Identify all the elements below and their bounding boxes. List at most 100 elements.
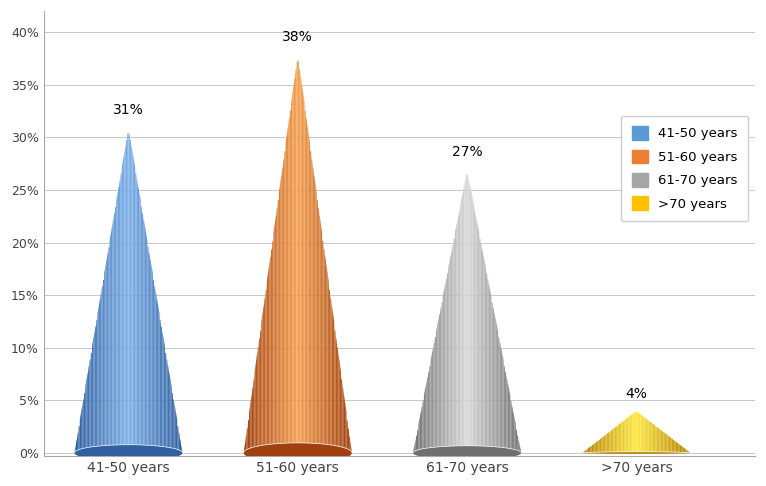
Polygon shape	[175, 406, 176, 453]
Polygon shape	[413, 446, 521, 460]
Polygon shape	[303, 94, 305, 453]
Polygon shape	[654, 425, 656, 453]
Polygon shape	[250, 396, 252, 453]
Polygon shape	[76, 439, 77, 453]
Polygon shape	[130, 140, 131, 453]
Polygon shape	[673, 440, 674, 453]
Polygon shape	[152, 266, 153, 453]
Polygon shape	[451, 250, 452, 453]
Polygon shape	[662, 432, 663, 453]
Polygon shape	[349, 436, 351, 453]
Polygon shape	[460, 198, 462, 453]
Polygon shape	[463, 186, 464, 453]
Polygon shape	[159, 320, 161, 453]
Polygon shape	[674, 441, 676, 453]
Polygon shape	[296, 61, 298, 453]
Polygon shape	[635, 412, 637, 453]
Polygon shape	[496, 320, 497, 453]
Polygon shape	[582, 452, 691, 454]
Polygon shape	[497, 325, 498, 453]
Polygon shape	[510, 401, 512, 453]
Polygon shape	[306, 119, 307, 453]
Polygon shape	[120, 174, 122, 453]
Polygon shape	[334, 330, 336, 453]
Polygon shape	[95, 327, 96, 453]
Polygon shape	[96, 320, 97, 453]
Polygon shape	[316, 184, 317, 453]
Polygon shape	[651, 423, 653, 453]
Polygon shape	[596, 442, 597, 453]
Polygon shape	[632, 414, 633, 453]
Polygon shape	[346, 420, 348, 453]
Polygon shape	[293, 78, 295, 453]
Polygon shape	[466, 174, 467, 453]
Polygon shape	[425, 383, 427, 453]
Polygon shape	[244, 445, 245, 453]
Polygon shape	[482, 250, 483, 453]
Polygon shape	[272, 241, 273, 453]
Polygon shape	[584, 451, 585, 453]
Polygon shape	[155, 293, 157, 453]
Polygon shape	[133, 154, 134, 453]
Polygon shape	[351, 445, 352, 453]
Polygon shape	[646, 418, 647, 453]
Polygon shape	[594, 443, 596, 453]
Polygon shape	[83, 393, 85, 453]
Polygon shape	[171, 380, 172, 453]
Polygon shape	[100, 293, 101, 453]
Polygon shape	[475, 215, 476, 453]
Polygon shape	[329, 290, 330, 453]
Polygon shape	[176, 413, 177, 453]
Polygon shape	[421, 406, 422, 453]
Polygon shape	[490, 291, 492, 453]
Polygon shape	[74, 446, 76, 453]
Polygon shape	[282, 167, 283, 453]
Polygon shape	[157, 300, 159, 453]
Polygon shape	[108, 246, 110, 453]
Polygon shape	[683, 447, 684, 453]
Polygon shape	[138, 187, 139, 453]
Polygon shape	[660, 429, 661, 453]
Polygon shape	[298, 61, 300, 453]
Polygon shape	[593, 443, 594, 453]
Polygon shape	[686, 451, 688, 453]
Polygon shape	[609, 432, 611, 453]
Polygon shape	[669, 436, 670, 453]
Polygon shape	[439, 314, 440, 453]
Polygon shape	[670, 437, 672, 453]
Polygon shape	[448, 261, 450, 453]
Polygon shape	[268, 265, 270, 453]
Polygon shape	[116, 193, 118, 453]
Polygon shape	[88, 366, 89, 453]
Polygon shape	[417, 430, 418, 453]
Polygon shape	[476, 221, 478, 453]
Polygon shape	[639, 414, 640, 453]
Polygon shape	[489, 285, 490, 453]
Polygon shape	[252, 388, 253, 453]
Polygon shape	[342, 388, 344, 453]
Polygon shape	[81, 406, 83, 453]
Polygon shape	[90, 353, 92, 453]
Polygon shape	[676, 442, 677, 453]
Polygon shape	[249, 404, 250, 453]
Polygon shape	[621, 422, 623, 453]
Polygon shape	[180, 439, 182, 453]
Polygon shape	[131, 147, 133, 453]
Polygon shape	[611, 431, 612, 453]
Polygon shape	[492, 302, 493, 453]
Polygon shape	[441, 302, 443, 453]
Polygon shape	[265, 290, 267, 453]
Polygon shape	[620, 423, 621, 453]
Polygon shape	[339, 355, 340, 453]
Polygon shape	[85, 380, 87, 453]
Polygon shape	[318, 208, 319, 453]
Polygon shape	[506, 378, 508, 453]
Polygon shape	[422, 401, 424, 453]
Polygon shape	[257, 347, 258, 453]
Polygon shape	[440, 308, 441, 453]
Polygon shape	[305, 110, 306, 453]
Polygon shape	[78, 426, 80, 453]
Polygon shape	[145, 226, 146, 453]
Polygon shape	[663, 432, 665, 453]
Polygon shape	[604, 436, 605, 453]
